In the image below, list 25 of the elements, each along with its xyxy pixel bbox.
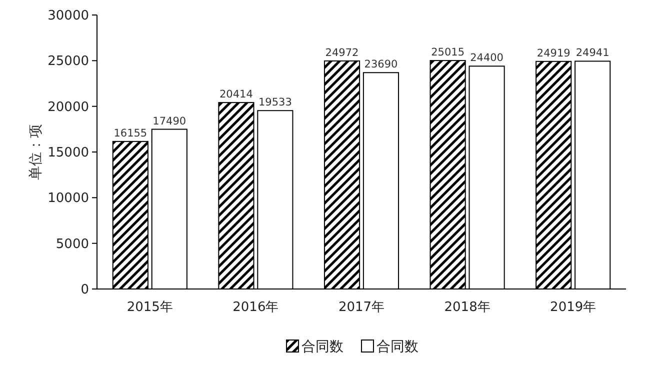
data-label: 25015 (431, 46, 465, 59)
y-tick-label: 15000 (48, 146, 89, 161)
y-tick-label: 0 (80, 282, 89, 298)
y-tick-label: 25000 (48, 54, 89, 70)
x-tick-label: 2019年 (550, 300, 596, 315)
data-label: 23690 (364, 58, 398, 71)
data-label: 24919 (536, 47, 570, 60)
data-label: 24400 (470, 52, 504, 64)
y-tick-label: 5000 (56, 236, 89, 252)
y-axis-title: 单位：项 (28, 124, 44, 180)
x-tick-label: 2015年 (126, 300, 173, 315)
data-label: 20414 (220, 88, 254, 101)
x-tick-label: 2017年 (338, 300, 385, 315)
y-tick-label: 20000 (48, 100, 89, 115)
legend-label: 合同数 (302, 338, 344, 355)
data-label: 24972 (325, 46, 359, 59)
data-label: 24941 (576, 47, 610, 60)
legend-label: 合同数 (376, 338, 418, 355)
x-tick-label: 2016年 (232, 300, 279, 315)
data-label: 17490 (152, 115, 186, 128)
y-tick-label: 30000 (48, 8, 89, 24)
y-tick-label: 10000 (48, 191, 89, 206)
x-tick-label: 2018年 (444, 300, 490, 315)
data-label: 16155 (114, 127, 148, 140)
data-label: 19533 (258, 96, 292, 109)
